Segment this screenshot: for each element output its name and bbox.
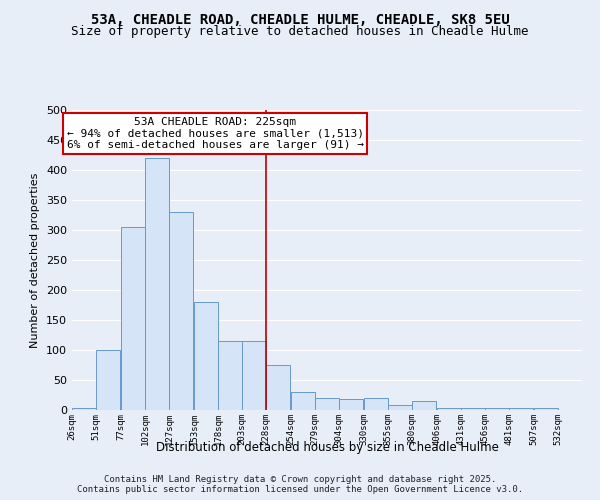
Text: Size of property relative to detached houses in Cheadle Hulme: Size of property relative to detached ho… [71, 25, 529, 38]
Bar [121, 227, 145, 410]
Bar [364, 398, 388, 410]
Y-axis label: Number of detached properties: Number of detached properties [31, 172, 40, 348]
Text: 53A CHEADLE ROAD: 225sqm
← 94% of detached houses are smaller (1,513)
6% of semi: 53A CHEADLE ROAD: 225sqm ← 94% of detach… [67, 117, 364, 150]
Bar [437, 408, 461, 410]
Bar [96, 350, 120, 410]
Bar [242, 341, 266, 410]
Bar [145, 158, 169, 410]
Bar [534, 408, 558, 410]
Text: Contains public sector information licensed under the Open Government Licence v3: Contains public sector information licen… [77, 486, 523, 494]
Text: Contains HM Land Registry data © Crown copyright and database right 2025.: Contains HM Land Registry data © Crown c… [104, 474, 496, 484]
Text: Distribution of detached houses by size in Cheadle Hulme: Distribution of detached houses by size … [155, 441, 499, 454]
Bar [169, 212, 193, 410]
Bar [266, 365, 290, 410]
Bar [218, 341, 242, 410]
Bar [509, 408, 533, 410]
Bar [72, 408, 96, 410]
Bar [291, 392, 315, 410]
Bar [461, 408, 485, 410]
Bar [194, 302, 218, 410]
Text: 53A, CHEADLE ROAD, CHEADLE HULME, CHEADLE, SK8 5EU: 53A, CHEADLE ROAD, CHEADLE HULME, CHEADL… [91, 12, 509, 26]
Bar [485, 408, 509, 410]
Bar [315, 398, 339, 410]
Bar [339, 399, 363, 410]
Bar [388, 405, 412, 410]
Bar [412, 401, 436, 410]
